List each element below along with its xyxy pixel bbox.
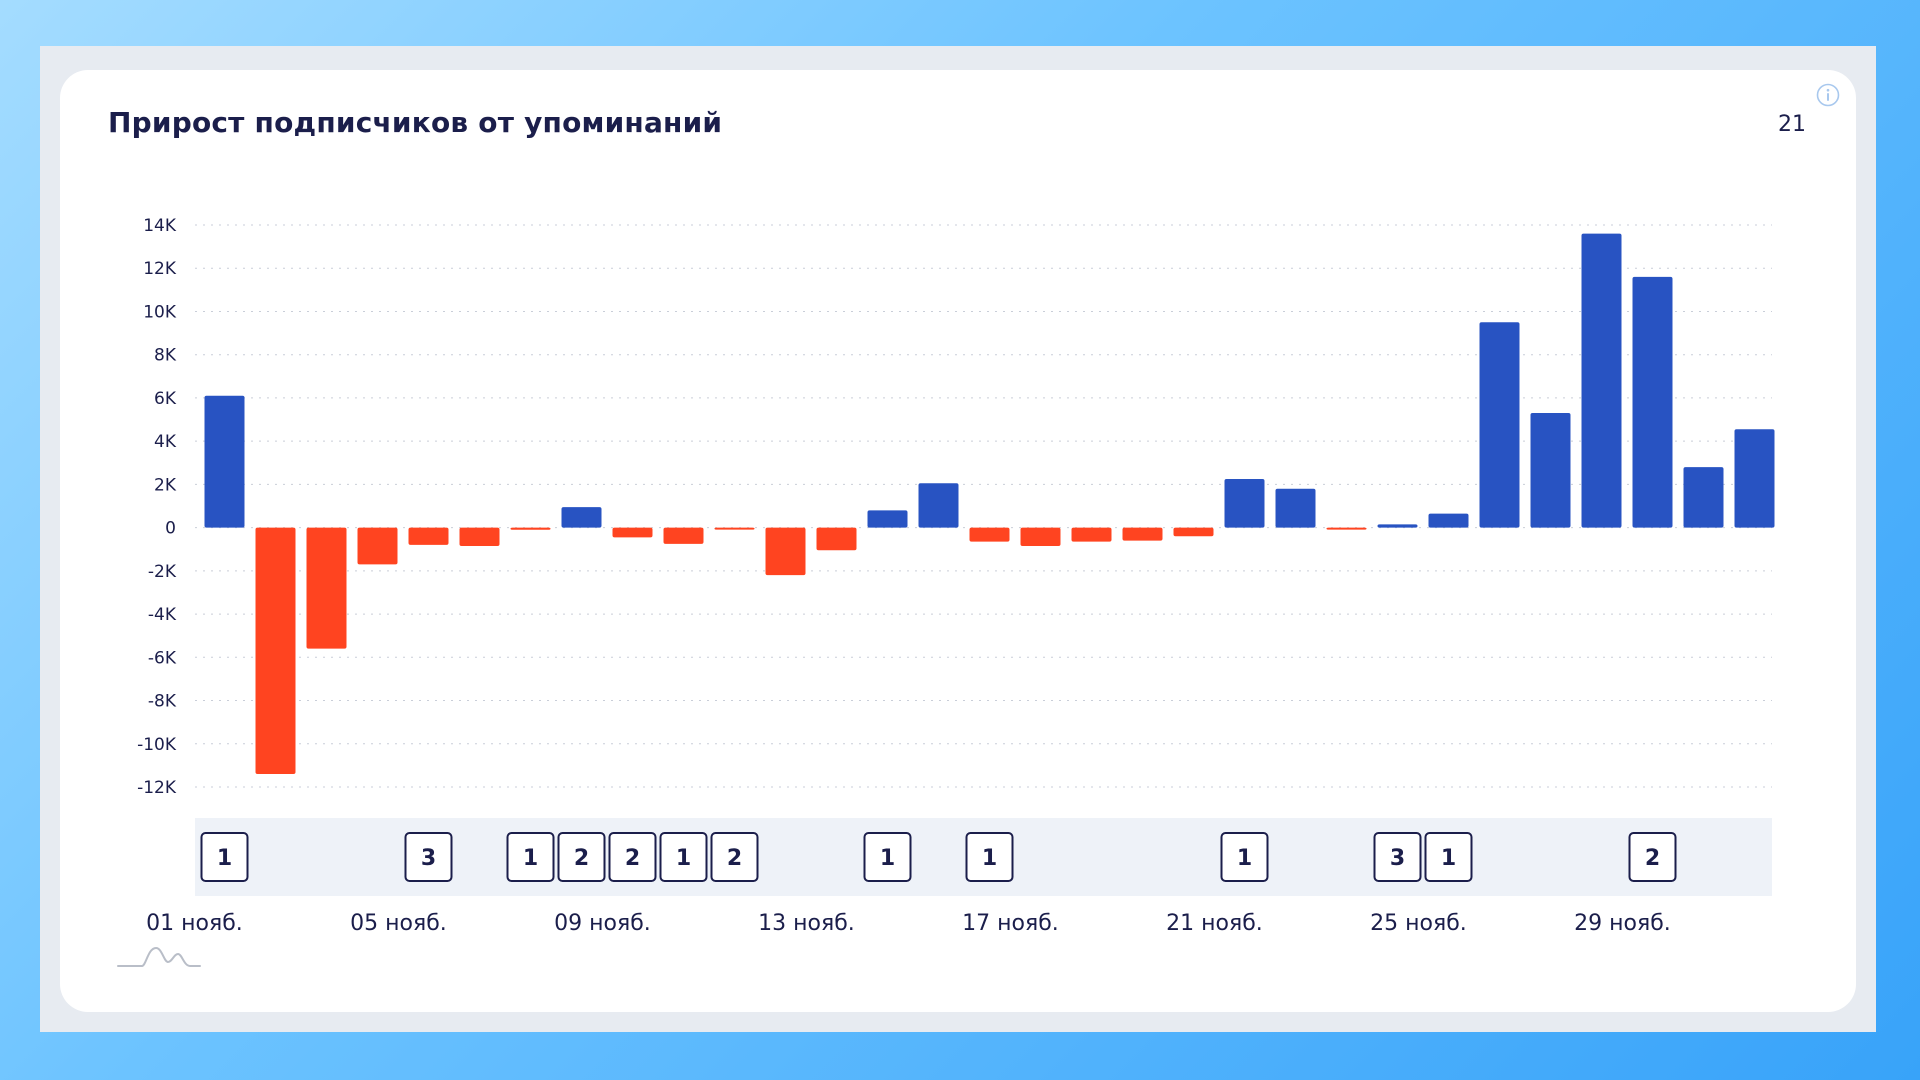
bar-positive[interactable] xyxy=(1683,467,1724,528)
mention-badge-count: 1 xyxy=(523,846,538,871)
bar-negative[interactable] xyxy=(1122,527,1163,541)
y-tick-label: -12K xyxy=(137,778,177,798)
mention-badge-count: 2 xyxy=(574,846,589,871)
y-tick-label: 14K xyxy=(143,216,177,236)
x-tick-label: 25 нояб. xyxy=(1370,911,1467,936)
bar-negative[interactable] xyxy=(612,527,653,538)
x-tick-label: 21 нояб. xyxy=(1166,911,1263,936)
mention-badge-count: 2 xyxy=(1645,846,1660,871)
bar-positive[interactable] xyxy=(1224,478,1265,528)
mention-badge[interactable] xyxy=(506,832,555,882)
mention-badge[interactable] xyxy=(1373,832,1422,882)
bar-positive[interactable] xyxy=(1734,429,1775,528)
x-tick-label: 13 нояб. xyxy=(758,911,855,936)
y-tick-label: 4K xyxy=(154,432,177,452)
bar-positive[interactable] xyxy=(1632,276,1673,528)
mention-badge-count: 1 xyxy=(982,846,997,871)
x-axis-ticks: 01 нояб. 05 нояб. 09 нояб. 13 нояб. 17 нояб.… xyxy=(146,911,1671,936)
y-tick-label: 8K xyxy=(154,346,177,366)
wave-logo-icon xyxy=(117,946,201,967)
mention-badge[interactable] xyxy=(710,832,759,882)
mention-badge[interactable] xyxy=(965,832,1014,882)
y-tick-label: 0 xyxy=(165,519,176,539)
x-tick-label: 29 нояб. xyxy=(1574,911,1671,936)
x-tick-label: 17 нояб. xyxy=(962,911,1059,936)
bar-negative[interactable] xyxy=(969,527,1010,542)
y-axis-ticks: 14K 12K 10K 8K 6K 4K 2K 0 -2K -4K -6K -8K -10K -12K xyxy=(137,216,177,798)
mention-badge-count: 3 xyxy=(421,846,436,871)
mention-badge[interactable] xyxy=(200,832,249,882)
mention-badge[interactable] xyxy=(1220,832,1269,882)
mention-badge[interactable] xyxy=(404,832,453,882)
bar-positive[interactable] xyxy=(1530,413,1571,528)
mention-badge[interactable] xyxy=(557,832,606,882)
bar-positive[interactable] xyxy=(1428,513,1469,528)
bar-positive[interactable] xyxy=(1581,233,1622,528)
x-tick-label: 09 нояб. xyxy=(554,911,651,936)
y-tick-label: -4K xyxy=(148,605,177,625)
bar-positive[interactable] xyxy=(561,507,602,528)
bar-positive[interactable] xyxy=(1377,524,1418,528)
y-tick-label: -2K xyxy=(148,562,177,582)
info-icon[interactable] xyxy=(1816,83,1840,107)
bar-negative[interactable] xyxy=(765,527,806,576)
mention-badge-count: 1 xyxy=(217,846,232,871)
bar-negative[interactable] xyxy=(1071,527,1112,542)
y-tick-label: -6K xyxy=(148,648,177,668)
x-tick-label: 05 нояб. xyxy=(350,911,447,936)
bar-negative[interactable] xyxy=(408,527,449,545)
mention-badge[interactable] xyxy=(1628,832,1677,882)
bar-positive[interactable] xyxy=(204,395,245,528)
bar-negative[interactable] xyxy=(306,527,347,649)
mention-badge-count: 3 xyxy=(1390,846,1405,871)
bar-positive[interactable] xyxy=(918,483,959,528)
mention-badge-count: 1 xyxy=(1441,846,1456,871)
bar-negative[interactable] xyxy=(663,527,704,544)
mention-badge[interactable] xyxy=(1424,832,1473,882)
y-tick-label: -10K xyxy=(137,735,177,755)
y-tick-label: 2K xyxy=(154,475,177,495)
mention-badge[interactable] xyxy=(863,832,912,882)
mention-badge-count: 1 xyxy=(1237,846,1252,871)
bar-positive[interactable] xyxy=(867,510,908,528)
mention-badge-count: 2 xyxy=(625,846,640,871)
bar-negative[interactable] xyxy=(255,527,296,775)
y-tick-label: 6K xyxy=(154,389,177,409)
mention-badges: 1 3 1 2 2 1 2 1 1 1 3 1 2 xyxy=(195,818,1772,896)
mention-badge[interactable] xyxy=(659,832,708,882)
bars xyxy=(204,233,1775,775)
y-tick-label: -8K xyxy=(148,692,177,712)
bar-negative[interactable] xyxy=(510,527,551,530)
bar-positive[interactable] xyxy=(1479,322,1520,528)
bar-negative[interactable] xyxy=(1326,527,1367,530)
y-tick-label: 12K xyxy=(143,259,177,279)
chart-title: Прирост подписчиков от упоминаний xyxy=(108,106,723,139)
bar-negative[interactable] xyxy=(816,527,857,551)
y-tick-label: 10K xyxy=(143,302,177,322)
bar-negative[interactable] xyxy=(714,527,755,530)
mention-badge-count: 2 xyxy=(727,846,742,871)
mention-badge-count: 1 xyxy=(880,846,895,871)
mention-badge[interactable] xyxy=(608,832,657,882)
bar-negative[interactable] xyxy=(1173,527,1214,537)
bar-negative[interactable] xyxy=(1020,527,1061,546)
mentions-count: 21 xyxy=(1778,112,1806,137)
bar-negative[interactable] xyxy=(459,527,500,546)
bar-positive[interactable] xyxy=(1275,488,1316,528)
bar-negative[interactable] xyxy=(357,527,398,565)
mention-badge-count: 1 xyxy=(676,846,691,871)
x-tick-label: 01 нояб. xyxy=(146,911,243,936)
